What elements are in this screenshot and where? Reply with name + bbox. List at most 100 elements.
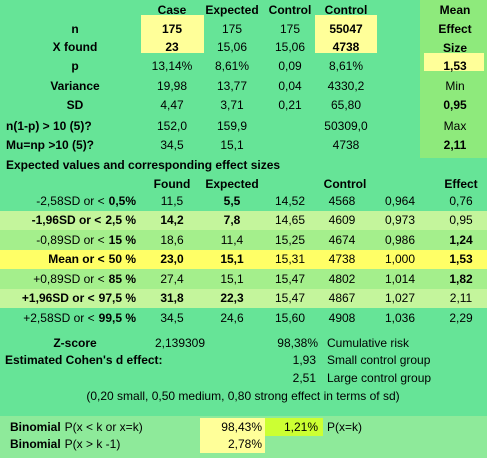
cell-value: 15,1 bbox=[220, 138, 244, 152]
cell-value: 4738 bbox=[332, 40, 360, 54]
threshold: 2,5 % bbox=[105, 213, 136, 228]
binomial-label: Binomial bbox=[10, 437, 61, 451]
cell-value: 2,29 bbox=[449, 310, 473, 325]
label-text: +1,96SD or < bbox=[21, 291, 95, 306]
binomial-value: 2,78% bbox=[227, 437, 262, 451]
cell-value: 15,47 bbox=[274, 271, 306, 286]
cell-value: 175 bbox=[161, 22, 183, 36]
binomial-extra: 1,21% bbox=[283, 420, 318, 434]
cell-value: 0,76 bbox=[449, 193, 473, 208]
cell-value: 1,027 bbox=[384, 291, 416, 306]
panel-value: 2,11 bbox=[443, 138, 467, 152]
cell-value: 15,47 bbox=[274, 291, 306, 306]
threshold: 85 % bbox=[108, 271, 136, 286]
cell-value: 1,82 bbox=[449, 271, 473, 286]
panel-title: Size bbox=[442, 41, 468, 55]
column-header: Expected bbox=[205, 3, 259, 17]
cell-value: 3,71 bbox=[220, 98, 244, 112]
cell-value: 159,9 bbox=[216, 119, 248, 133]
row-band bbox=[0, 249, 487, 269]
cell-value: 5,5 bbox=[223, 193, 241, 208]
binomial-expr: P(x < k or x=k) bbox=[64, 420, 143, 434]
cell-value: 0,964 bbox=[384, 193, 416, 208]
cell-value: 4908 bbox=[328, 310, 356, 325]
threshold: 99,5 % bbox=[98, 310, 136, 325]
cell-value: 0,04 bbox=[278, 79, 302, 93]
row-label: +2,58SD or <99,5 % bbox=[23, 311, 136, 325]
cell-value: 14,52 bbox=[274, 193, 306, 208]
section-title: Expected values and corresponding effect… bbox=[6, 158, 281, 172]
panel-value: 0,95 bbox=[443, 98, 467, 112]
value-cell bbox=[200, 418, 265, 436]
cell-value: 7,8 bbox=[223, 213, 241, 228]
cell-value: 4738 bbox=[328, 252, 356, 267]
cell-value: 14,65 bbox=[274, 213, 306, 228]
label-text: -2,58SD or < bbox=[36, 193, 105, 208]
cell-value: 11,5 bbox=[160, 193, 184, 208]
cell-value: 19,98 bbox=[156, 79, 188, 93]
threshold: 0,5% bbox=[108, 193, 136, 208]
row-band bbox=[0, 308, 487, 328]
cell-value: 15,25 bbox=[274, 232, 306, 247]
cell-value: 50309,0 bbox=[324, 119, 368, 133]
threshold: 15 % bbox=[108, 232, 136, 247]
panel-value: Min bbox=[445, 79, 465, 93]
cumulative-label: Cumulative risk bbox=[327, 336, 410, 350]
row-label: Mean or <50 % bbox=[48, 252, 136, 266]
cell-value: 175 bbox=[221, 22, 243, 36]
cell-value: 4330,2 bbox=[327, 79, 365, 93]
cell-value: 13,14% bbox=[151, 59, 193, 73]
note: (0,20 small, 0,50 medium, 0,80 strong ef… bbox=[86, 389, 400, 403]
row-band bbox=[0, 269, 487, 289]
binomial-expr: P(x > k -1) bbox=[64, 437, 121, 451]
cumulative-value: 98,38% bbox=[277, 336, 318, 350]
label-text: -0,89SD or < bbox=[36, 232, 105, 247]
cohen-large: 2,51 bbox=[292, 371, 316, 385]
input-cell bbox=[141, 15, 204, 53]
cell-value: 55047 bbox=[329, 22, 363, 36]
row-band bbox=[0, 191, 487, 211]
column-header: Control bbox=[324, 3, 368, 17]
result-cell bbox=[424, 53, 484, 71]
cell-value: 0,21 bbox=[278, 98, 302, 112]
cohen-small: 1,93 bbox=[292, 353, 316, 367]
cell-value: 34,5 bbox=[160, 310, 184, 325]
panel-title: Effect bbox=[438, 22, 472, 36]
cell-value: 1,53 bbox=[449, 252, 473, 267]
row-label: +1,96SD or <97,5 % bbox=[22, 291, 136, 305]
input-cell bbox=[315, 15, 377, 53]
cell-value: 15,06 bbox=[274, 40, 306, 54]
cell-value: 31,8 bbox=[160, 291, 184, 306]
cell-value: 1,000 bbox=[384, 252, 416, 267]
row-label: p bbox=[71, 59, 79, 73]
cell-value: 2,11 bbox=[449, 291, 473, 306]
cell-value: 15,06 bbox=[216, 40, 248, 54]
cell-value: 65,80 bbox=[330, 98, 362, 112]
cell-value: 8,61% bbox=[328, 59, 364, 73]
cell-value: 4867 bbox=[328, 291, 356, 306]
cell-value: 15,1 bbox=[220, 252, 244, 267]
row-label: SD bbox=[66, 98, 84, 112]
cell-value: 13,77 bbox=[216, 79, 248, 93]
binomial-value: 98,43% bbox=[221, 420, 262, 434]
cell-value: 0,09 bbox=[278, 59, 302, 73]
z-score-label: Z-score bbox=[53, 336, 97, 350]
cell-value: 23,0 bbox=[160, 252, 184, 267]
column-header: Expected bbox=[205, 177, 259, 191]
cell-value: 23 bbox=[165, 40, 179, 54]
cell-value: 4674 bbox=[328, 232, 356, 247]
panel-title: Mean bbox=[439, 3, 471, 17]
row-label: -2,58SD or <0,5% bbox=[36, 194, 136, 208]
row-label: Mu=np >10 (5)? bbox=[6, 138, 95, 152]
row-band bbox=[0, 230, 487, 250]
cohen-large-label: Large control group bbox=[327, 371, 432, 385]
cell-value: 1,24 bbox=[449, 232, 473, 247]
cell-value: 1,036 bbox=[384, 310, 416, 325]
cell-value: 1,014 bbox=[384, 271, 416, 286]
cell-value: 4,47 bbox=[160, 98, 184, 112]
label-text: -1,96SD or < bbox=[31, 213, 102, 228]
cohen-small-label: Small control group bbox=[327, 353, 431, 367]
column-header: Case bbox=[157, 3, 187, 17]
cell-value: 22,3 bbox=[220, 291, 244, 306]
